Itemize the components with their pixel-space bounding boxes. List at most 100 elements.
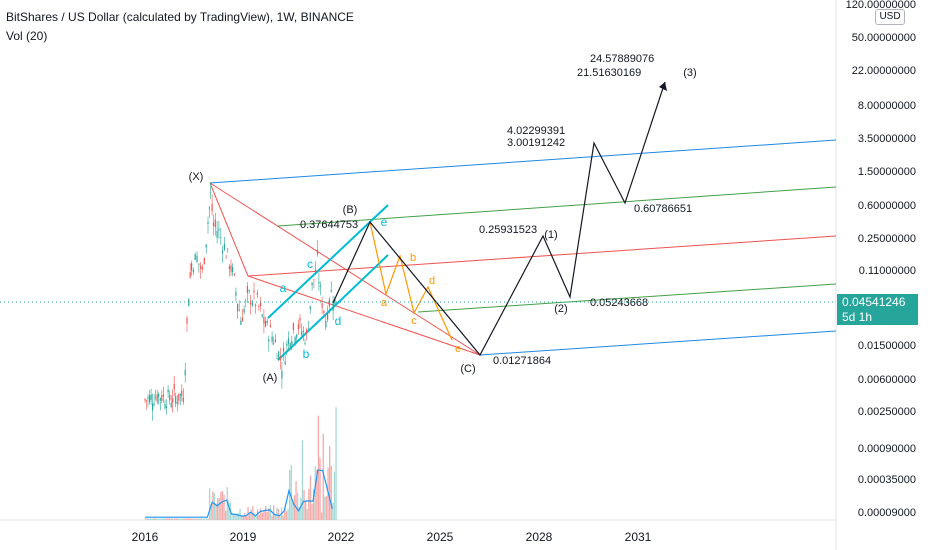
candle-body <box>241 317 244 322</box>
volume-bar <box>205 518 208 520</box>
candle-body <box>328 299 330 307</box>
volume-bar <box>325 496 328 520</box>
volume-bar <box>153 518 155 520</box>
volume-bar <box>241 516 243 520</box>
candle-body <box>158 394 160 397</box>
pitchfork-lines[interactable] <box>209 139 837 356</box>
candle-body <box>149 395 151 402</box>
candle-body <box>164 404 166 409</box>
y-tick-label: 0.60000000 <box>858 200 916 212</box>
candle-body <box>306 329 308 333</box>
candle-body <box>286 343 288 346</box>
candle-body <box>150 394 152 400</box>
volume-bar <box>335 407 337 520</box>
volume-bar <box>245 516 248 520</box>
volume-bar <box>145 518 147 520</box>
volume-bar <box>285 511 288 520</box>
volume-bar <box>231 512 233 520</box>
volume-bar <box>220 491 222 520</box>
candle-body <box>200 265 202 270</box>
volume-bar <box>298 506 300 520</box>
volume-bar <box>239 508 241 520</box>
projection-path[interactable] <box>332 81 666 357</box>
candle-body <box>268 339 270 342</box>
candle-body <box>223 244 225 250</box>
price-annotation: 0.25931523 <box>479 224 537 236</box>
volume-bar <box>228 500 230 520</box>
candle-body <box>315 269 317 273</box>
volume-bar <box>268 508 270 520</box>
orange-subwave-label: b <box>410 252 416 264</box>
volume-bar <box>261 512 264 520</box>
candle-body <box>172 398 174 403</box>
candle-body <box>316 249 319 255</box>
fan-handle-3 <box>247 275 481 356</box>
volume-bar <box>207 518 209 520</box>
price-annotation: 0.60786651 <box>634 203 692 215</box>
y-tick-label: 0.00600000 <box>858 374 916 386</box>
candle-body <box>281 370 283 379</box>
bar-countdown: 5d 1h <box>842 310 873 324</box>
volume-bar <box>236 513 238 520</box>
volume-bar <box>212 491 214 520</box>
candle-body <box>321 303 323 308</box>
candle-body <box>176 402 178 404</box>
volume-bar <box>169 518 171 520</box>
candle-body <box>181 390 183 397</box>
candle-body <box>296 334 298 338</box>
candle-body <box>309 305 311 310</box>
currency-button[interactable]: USD <box>875 9 905 25</box>
volume-bar <box>210 504 212 520</box>
orange-subwave-path[interactable] <box>369 221 453 341</box>
candle-body <box>269 325 271 328</box>
volume-bar <box>276 507 278 520</box>
x-tick-label: 2016 <box>132 530 159 544</box>
volume-bar <box>185 518 187 520</box>
candle-body <box>198 263 200 265</box>
volume-bar <box>175 518 177 520</box>
volume-indicator-label[interactable]: Vol (20) <box>6 29 48 43</box>
volume-pane <box>145 407 337 521</box>
fan-line-top <box>209 139 837 184</box>
volume-bar <box>170 518 172 520</box>
volume-bar <box>180 518 182 520</box>
volume-bar <box>332 503 334 520</box>
wave-label: (C) <box>460 363 475 375</box>
wave-label: (3) <box>683 67 696 79</box>
volume-bar <box>308 488 310 520</box>
candle-body <box>230 265 232 272</box>
price-axis[interactable]: 120.00000000 50.00000000 22.00000000 8.0000… <box>0 0 916 519</box>
volume-bar <box>186 518 188 520</box>
candle-body <box>159 398 161 401</box>
candle-body <box>260 302 262 307</box>
candle-body <box>274 339 276 342</box>
volume-bar <box>234 515 236 520</box>
volume-bar <box>244 513 246 520</box>
candle-body <box>144 399 146 401</box>
candle-body <box>170 403 172 408</box>
volume-bar <box>284 507 286 520</box>
candle-body <box>167 389 169 393</box>
candle-body <box>299 318 301 321</box>
annotation-labels: (X) (A) (B) (C) (1) (2) (3) 0.37644753 0.0127186… <box>189 53 697 384</box>
orange-subwave-label: e <box>455 343 461 355</box>
candle-body <box>228 266 230 269</box>
volume-bar <box>242 515 244 520</box>
candle-body <box>216 231 218 238</box>
volume-bar <box>191 518 193 520</box>
cyan-subwave-label: a <box>280 281 287 295</box>
candle-body <box>245 300 247 302</box>
time-axis[interactable]: 2016 2019 2022 2025 2028 2031 <box>132 530 652 544</box>
candle-body <box>292 323 294 331</box>
volume-bar <box>161 518 163 520</box>
volume-bar <box>196 518 198 520</box>
cyan-subwave-label: b <box>303 347 310 361</box>
candle-body <box>258 305 260 307</box>
volume-bar <box>167 518 169 520</box>
candle-body <box>153 403 155 405</box>
candle-body <box>255 304 257 307</box>
volume-bar <box>316 470 318 520</box>
volume-ma-line <box>145 469 333 518</box>
candle-body <box>165 406 168 408</box>
